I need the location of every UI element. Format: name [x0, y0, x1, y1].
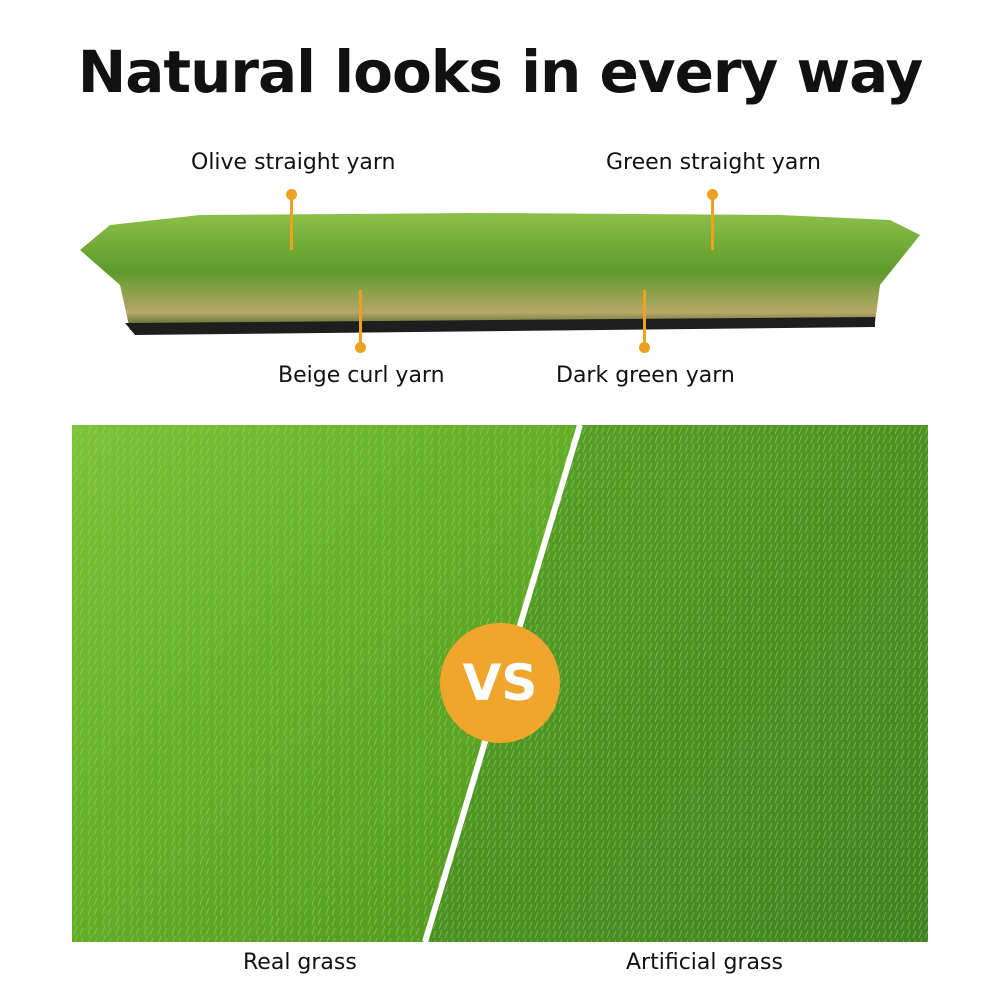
marker-dot: [355, 342, 366, 353]
label-green-straight-yarn: Green straight yarn: [606, 150, 821, 175]
turf-sample-image: [80, 213, 920, 335]
vs-badge: VS: [440, 623, 560, 743]
marker-dot: [639, 342, 650, 353]
caption-artificial-grass: Artificial grass: [626, 950, 783, 975]
marker-line: [359, 290, 362, 345]
grass-comparison-image: [72, 425, 928, 942]
marker-dot: [286, 189, 297, 200]
label-beige-curl-yarn: Beige curl yarn: [278, 363, 445, 388]
caption-real-grass: Real grass: [243, 950, 357, 975]
marker-dot: [707, 189, 718, 200]
page-title: Natural looks in every way: [77, 38, 924, 106]
label-olive-straight-yarn: Olive straight yarn: [191, 150, 396, 175]
marker-line: [290, 195, 293, 250]
marker-line: [643, 290, 646, 345]
marker-line: [711, 195, 714, 250]
label-dark-green-yarn: Dark green yarn: [556, 363, 735, 388]
